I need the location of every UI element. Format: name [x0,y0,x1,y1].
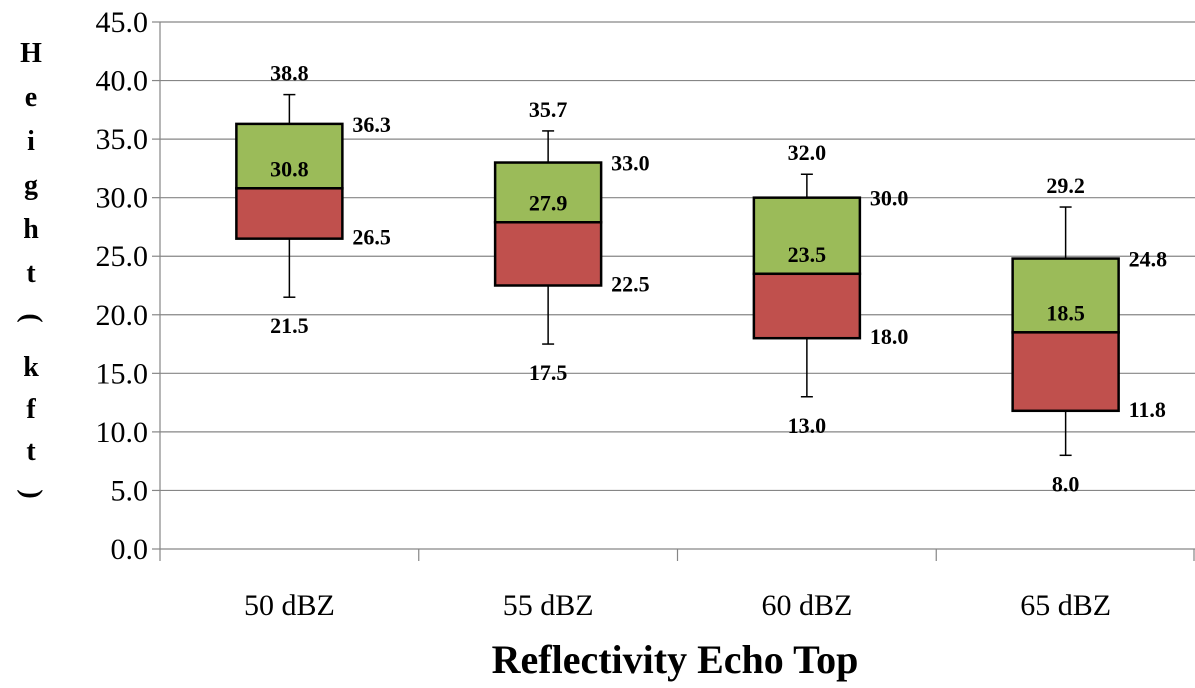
y-tick-label: 30.0 [96,182,149,215]
lower-box-segment [1011,331,1120,413]
box-1 [235,93,344,298]
grid-layer [160,21,1195,492]
y-axis-title-char: e [25,82,37,113]
q1-label: 11.8 [1129,397,1166,422]
y-axis-title-char: ) [16,489,47,498]
q3-label: 24.8 [1129,247,1168,272]
lower-box-segment [752,272,862,340]
y-axis-title-char: t [26,436,36,467]
y-tick-label: 20.0 [96,299,149,332]
q3-label: 33.0 [611,151,650,176]
box-layer [235,93,1120,457]
y-axis-title-char: h [23,214,39,245]
y-axis-title-char: t [26,258,36,289]
min-label: 8.0 [1052,471,1080,496]
upper-box-segment [752,196,862,276]
y-axis-title-char: i [27,126,35,157]
median-label: 27.9 [529,190,568,215]
upper-box-segment [1011,257,1120,334]
y-axis-title-char: H [20,38,42,69]
q3-label: 36.3 [352,112,391,137]
q1-label: 22.5 [611,272,650,297]
q1-label: 18.0 [870,324,909,349]
min-label: 21.5 [270,313,309,338]
y-tick-label: 5.0 [111,474,149,507]
y-axis-title-char: g [24,170,38,201]
q3-label: 30.0 [870,186,909,211]
x-tick-label: 65 dBZ [1020,589,1111,622]
min-label: 13.0 [788,413,827,438]
lower-box-segment [235,187,344,240]
y-tick-label: 25.0 [96,240,149,273]
q1-label: 26.5 [352,225,391,250]
max-label: 38.8 [270,61,309,86]
y-axis-title-char: k [23,352,39,383]
lower-box-segment [493,221,603,287]
upper-box-segment [235,122,344,190]
box-2 [493,130,603,345]
median-label: 18.5 [1046,300,1085,325]
x-axis-title: Reflectivity Echo Top [492,637,859,682]
upper-box-segment [493,161,603,224]
y-axis-title-char: ( [16,313,47,322]
max-label: 32.0 [788,140,827,165]
y-axis-title-char: f [26,394,36,425]
median-label: 23.5 [788,242,827,267]
label-layer: 0.0 5.0 10.0 15.0 20.0 25.0 30.0 35.0 40.0 45.0 38… [96,6,1168,622]
y-tick-label: 15.0 [96,357,149,390]
x-tick-label: 50 dBZ [244,589,335,622]
max-label: 29.2 [1046,173,1085,198]
box-4 [1011,206,1120,457]
max-label: 35.7 [529,97,568,122]
median-label: 30.8 [270,156,309,181]
box-3 [752,173,862,398]
y-tick-label: 45.0 [96,6,149,39]
y-tick-label: 0.0 [111,533,149,566]
x-tick-label: 55 dBZ [503,589,594,622]
x-tick-label: 60 dBZ [761,589,852,622]
y-tick-label: 35.0 [96,123,149,156]
y-tick-label: 40.0 [96,65,149,98]
min-label: 17.5 [529,360,568,385]
y-tick-label: 10.0 [96,416,149,449]
axis-layer [152,21,1195,561]
